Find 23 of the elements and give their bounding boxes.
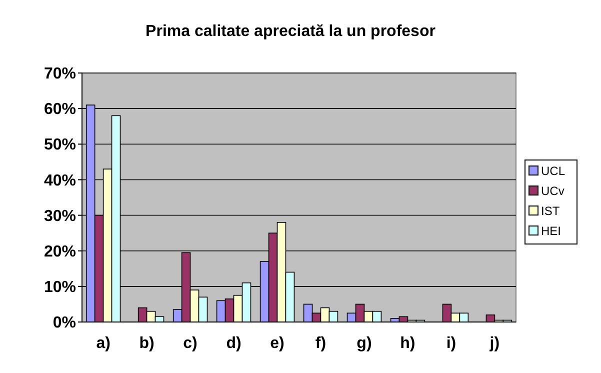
x-tick-label: f)	[315, 335, 326, 352]
x-tick-label: b)	[139, 335, 154, 352]
x-tick-label: g)	[356, 335, 372, 352]
x-tick-label: a)	[96, 335, 110, 352]
chart-title: Prima calitate apreciată la un profesor	[146, 23, 436, 40]
x-tick-label: c)	[183, 335, 198, 352]
x-tick-label: j)	[488, 335, 500, 352]
y-tick-label: 50%	[44, 136, 76, 154]
x-tick-label: e)	[270, 335, 284, 352]
y-tick-label: 40%	[44, 172, 76, 190]
y-tick-label: 60%	[44, 101, 76, 118]
legend-label: HEI	[541, 224, 562, 238]
legend-label: UCv	[541, 184, 564, 198]
x-tick-label: d)	[226, 335, 242, 352]
y-tick-label: 70%	[44, 66, 76, 83]
y-tick-label: 20%	[44, 243, 76, 260]
x-tick-label: h)	[400, 335, 416, 352]
x-tick-label: i)	[446, 335, 456, 352]
legend-label: IST	[541, 204, 560, 218]
y-tick-label: 10%	[44, 279, 76, 296]
legend-label: UCL	[541, 164, 566, 178]
y-tick-label: 0%	[52, 314, 76, 332]
y-tick-label: 30%	[44, 208, 76, 225]
